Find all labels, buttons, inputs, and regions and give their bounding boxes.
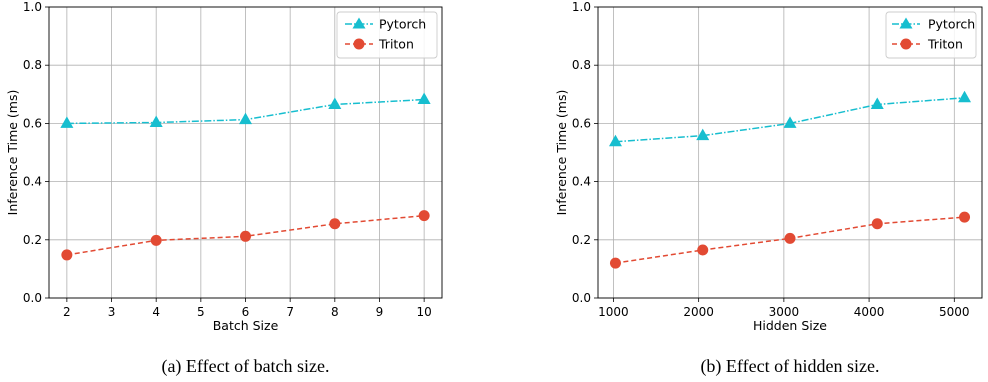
x-tick-label: 3: [108, 305, 116, 319]
legend-marker-triton: [900, 38, 912, 50]
y-tick-label: 0.8: [23, 58, 42, 72]
data-point-pytorch: [417, 92, 431, 105]
x-tick-label: 5000: [939, 305, 970, 319]
data-point-triton: [871, 218, 883, 230]
caption: (a) Effect of batch size.: [161, 356, 329, 377]
data-point-triton: [329, 218, 341, 230]
legend: Pytorch Triton: [885, 11, 977, 59]
chart-batch-size: 0.0 0.2 0.4 0.6 0.8 1.0 2 3 4 5 6 7 8 9 10 Batch Size…: [5, 0, 443, 377]
data-point-pytorch: [958, 90, 972, 103]
data-point-triton: [418, 210, 430, 222]
y-tick-label: 0.8: [572, 58, 591, 72]
x-tick-label: 8: [331, 305, 339, 319]
data-point-pytorch: [60, 116, 74, 128]
x-tick-label: 2: [63, 305, 71, 319]
x-axis-label: Hidden Size: [753, 318, 827, 333]
y-axis-label: Inference Time (ms): [554, 90, 569, 216]
data-point-triton: [959, 211, 971, 223]
legend-label-triton: Triton: [927, 37, 963, 52]
y-ticks: 0.0 0.2 0.4 0.6 0.8 1.0: [572, 0, 598, 305]
y-tick-label: 0.4: [23, 175, 42, 189]
x-tick-label: 4000: [854, 305, 885, 319]
data-point-triton: [150, 234, 162, 246]
data-point-pytorch: [608, 134, 622, 147]
legend-marker-pytorch: [899, 17, 913, 29]
x-ticks: 2 3 4 5 6 7 8 9 10: [63, 298, 432, 319]
y-tick-label: 0.6: [572, 116, 591, 130]
y-tick-label: 0.4: [572, 175, 591, 189]
series-group: [608, 90, 972, 269]
x-tick-label: 1000: [598, 305, 629, 319]
y-tick-label: 1.0: [23, 0, 42, 14]
data-point-pytorch: [783, 116, 797, 128]
legend: Pytorch Triton: [336, 11, 438, 59]
x-tick-label: 5: [197, 305, 205, 319]
y-tick-label: 0.6: [23, 116, 42, 130]
data-point-triton: [609, 257, 621, 269]
x-tick-label: 9: [376, 305, 384, 319]
legend-marker-triton: [353, 38, 365, 50]
caption: (b) Effect of hidden size.: [700, 356, 879, 377]
y-ticks: 0.0 0.2 0.4 0.6 0.8 1.0: [23, 0, 49, 305]
x-tick-label: 10: [416, 305, 431, 319]
chart-hidden-size: 0.00.20.40.60.81.0 1000 2000 3000 4000 5000 …: [554, 0, 983, 377]
data-point-pytorch: [696, 128, 710, 141]
data-point-pytorch: [870, 97, 884, 109]
x-axis-label: Batch Size: [213, 318, 279, 333]
y-tick-label: 0.0: [23, 291, 42, 305]
plot-frame: [597, 6, 983, 299]
legend-label-triton: Triton: [378, 37, 414, 52]
y-tick-label: 0.2: [572, 233, 591, 247]
x-ticks: 1000 2000 3000 4000 5000: [598, 298, 970, 319]
data-point-triton: [784, 232, 796, 244]
y-axis-label: Inference Time (ms): [5, 90, 20, 216]
data-point-pytorch: [149, 115, 163, 128]
data-point-triton: [697, 244, 709, 256]
x-tick-label: 7: [286, 305, 294, 319]
legend-label-pytorch: Pytorch: [928, 17, 975, 32]
series-group: [60, 92, 431, 261]
data-point-triton: [61, 249, 73, 261]
data-point-pytorch: [239, 112, 252, 125]
x-tick-label: 3000: [769, 305, 800, 319]
data-point-triton: [240, 230, 251, 242]
data-point-pytorch: [328, 97, 342, 109]
legend-label-pytorch: Pytorch: [379, 17, 426, 32]
x-tick-label: 2000: [683, 305, 714, 319]
y-tick-label: 1.0: [572, 0, 591, 14]
y-tick-label: 0.2: [23, 233, 42, 247]
y-tick-label: 0.0: [572, 291, 591, 305]
legend-marker-pytorch: [352, 17, 366, 29]
x-tick-label: 4: [152, 305, 160, 319]
x-tick-label: 6: [242, 305, 250, 319]
